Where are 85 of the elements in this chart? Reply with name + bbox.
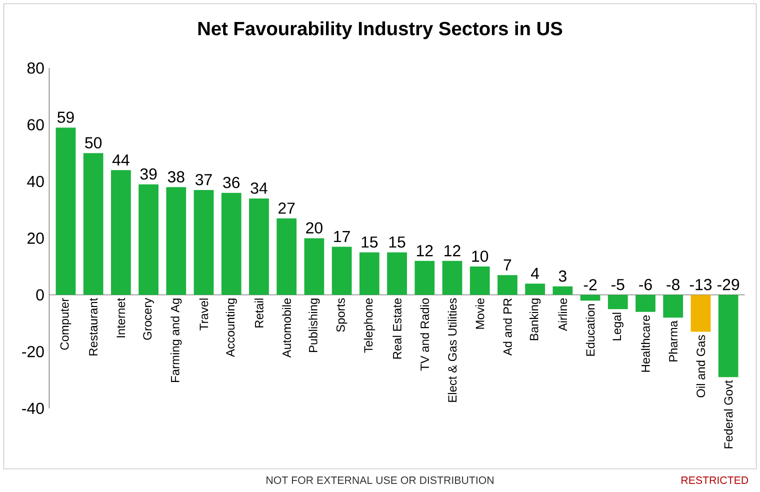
bar: [387, 252, 407, 296]
bar: [304, 238, 324, 296]
bar: [608, 295, 628, 310]
bar: [718, 295, 738, 378]
data-label: 20: [306, 222, 322, 234]
text: NOT FOR EXTERNAL USE OR DISTRIBUTION: [266, 476, 494, 484]
data-label: -8: [666, 279, 680, 290]
data-label: 50: [85, 137, 102, 149]
x-tick-label: Healthcare: [641, 316, 650, 372]
bar: [636, 295, 656, 312]
x-tick-label: Elect & Gas Utilities: [448, 298, 457, 402]
x-tick-label: Restaurant: [89, 298, 98, 356]
data-label: 59: [58, 112, 74, 124]
bar: [525, 284, 545, 296]
bar: [470, 266, 490, 296]
data-label: 17: [334, 231, 350, 242]
data-label: 12: [416, 245, 433, 256]
chart-title: Net Favourability Industry Sectors in US: [198, 22, 562, 40]
bar: [580, 295, 600, 301]
data-label: 38: [168, 171, 184, 183]
x-tick-label: Airline: [558, 298, 568, 332]
bar: [56, 128, 76, 296]
bar: [332, 246, 352, 296]
data-label: 12: [444, 245, 460, 256]
x-tick-label: Farming and Ag: [170, 298, 182, 382]
y-tick-label: 0: [36, 290, 44, 301]
data-label: 3: [558, 270, 566, 282]
x-tick-label: Publishing: [308, 298, 320, 352]
text: RESTRICTED: [682, 476, 748, 484]
x-tick-label: Education: [586, 304, 595, 356]
y-tick-label: -20: [22, 346, 44, 358]
x-tick-label: Pharma: [668, 320, 678, 362]
y-tick-label: 20: [28, 232, 44, 244]
bar: [690, 295, 711, 332]
bar: [221, 193, 242, 296]
data-label: 37: [196, 174, 212, 186]
x-tick-label: Computer: [60, 298, 72, 350]
x-tick-label: Federal Govt: [724, 380, 733, 448]
x-tick-label: Real Estate: [392, 298, 402, 359]
data-label: 10: [472, 250, 488, 262]
bar: [166, 187, 186, 296]
x-tick-label: Accounting: [226, 298, 237, 358]
y-tick-label: 80: [27, 62, 44, 74]
x-tick-label: Internet: [116, 298, 126, 338]
data-label: -5: [612, 279, 624, 290]
x-tick-label: TV and Radio: [420, 298, 430, 371]
x-tick-label: Legal: [612, 313, 624, 341]
data-label: -13: [690, 279, 712, 290]
y-tick-label: -40: [22, 402, 44, 414]
x-tick-label: Retail: [254, 298, 264, 328]
data-label: -2: [584, 279, 597, 290]
bar: [414, 261, 435, 296]
bar: [111, 170, 131, 296]
x-tick-label: Ad and PR: [503, 298, 512, 356]
bar: [276, 218, 297, 296]
x-tick-label: Telephone: [364, 298, 375, 353]
y-tick-label: 40: [27, 176, 44, 188]
data-label: 15: [362, 236, 378, 248]
x-tick-label: Movie: [475, 298, 484, 329]
bar: [442, 261, 462, 296]
bar: [663, 295, 684, 318]
data-label: 7: [504, 260, 512, 271]
bar: [498, 275, 518, 296]
data-label: -6: [639, 279, 652, 290]
data-label: 15: [389, 236, 406, 248]
bar: [138, 184, 158, 296]
data-label: 44: [112, 154, 130, 166]
data-label: 36: [223, 177, 240, 188]
x-tick-label: Travel: [199, 298, 208, 331]
data-label: 34: [250, 182, 268, 194]
data-label: -29: [718, 279, 740, 290]
data-label: 39: [140, 168, 157, 180]
bar: [194, 190, 214, 296]
bar: [359, 252, 380, 296]
x-tick-label: Automobile: [282, 298, 291, 358]
bar: [249, 198, 269, 296]
data-label: 27: [278, 202, 295, 214]
y-tick-label: 60: [28, 119, 44, 131]
x-tick-label: Banking: [529, 298, 541, 340]
bar: [552, 286, 573, 296]
data-label: 4: [531, 268, 540, 280]
x-tick-label: Sports: [336, 298, 348, 332]
x-tick-label: Oil and Gas: [696, 335, 706, 398]
x-tick-label: Grocery: [143, 298, 154, 340]
bar: [83, 153, 104, 296]
